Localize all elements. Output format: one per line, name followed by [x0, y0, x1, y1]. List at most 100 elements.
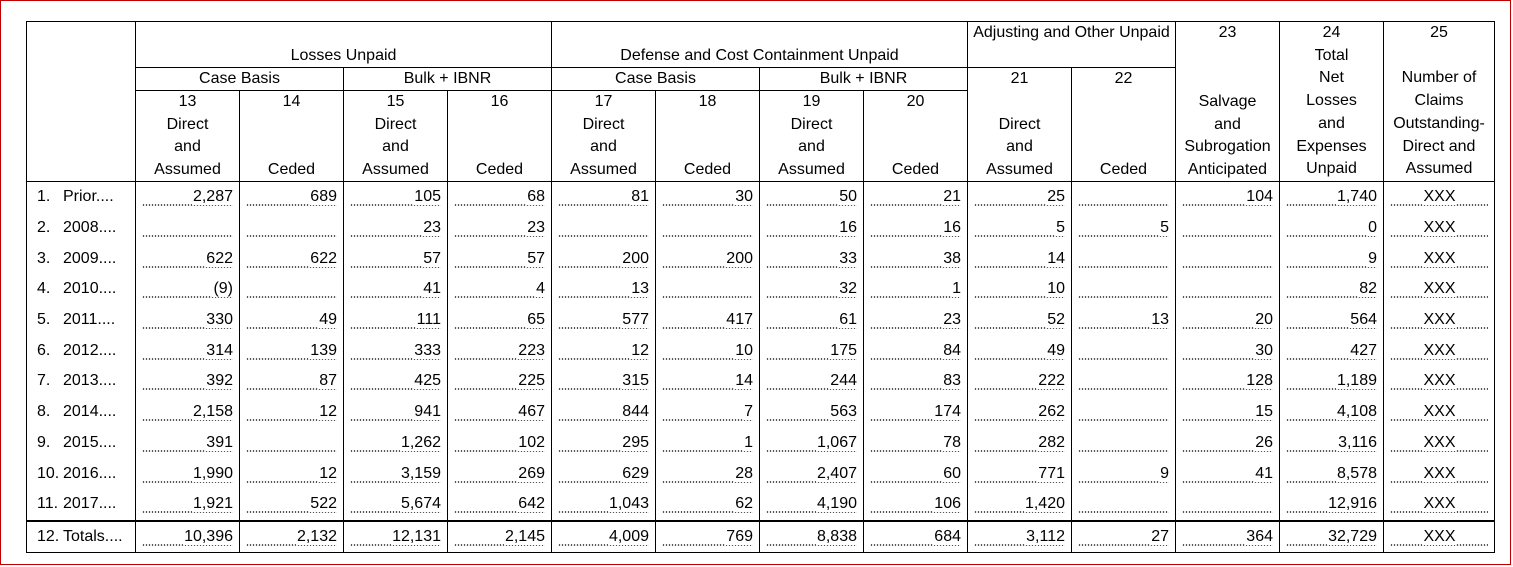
- cell-value: 769: [725, 527, 753, 545]
- table-cell: 10,396: [135, 519, 240, 554]
- table-cell: 771: [967, 458, 1072, 489]
- leader-dots: ....: [97, 311, 116, 329]
- cell-fill: 392: [142, 372, 233, 391]
- cell-fill: 57: [454, 249, 545, 268]
- row-year: 2015: [63, 433, 99, 451]
- table-cell: 417: [655, 304, 760, 336]
- cell-fill: 84: [870, 341, 961, 360]
- cell-fill: XXX: [1390, 403, 1488, 422]
- table-row: 1. Prior.... 2,287 689 105 68 81 30 50 21 25 104 1,7…: [26, 181, 1495, 213]
- table-cell: 1,043: [551, 488, 656, 521]
- cell-value: [1168, 372, 1169, 390]
- row-year: 2012: [63, 341, 99, 359]
- table-cell: [135, 212, 240, 244]
- cell-value: 315: [621, 372, 649, 390]
- col17-header: 17 Direct and Assumed: [551, 90, 656, 182]
- cell-fill: XXX: [1390, 433, 1488, 452]
- row-number: 4.: [37, 280, 51, 298]
- cell-value: 104: [1245, 188, 1273, 206]
- cell-value: 12,131: [391, 527, 441, 545]
- cell-value: 563: [829, 403, 857, 421]
- cell-value: 417: [725, 311, 753, 329]
- table-cell: XXX: [1383, 212, 1495, 244]
- cell-value: 23: [942, 311, 961, 329]
- table-row: 7. 2013.... 392 87 425 225 315 14 244 83 222 128 1,1…: [26, 366, 1495, 397]
- leader-dots: ....: [98, 341, 117, 359]
- table-cell: (9): [135, 274, 240, 305]
- table-cell: [239, 427, 344, 459]
- cell-fill: 9: [1078, 464, 1169, 483]
- cell-fill: 57: [350, 249, 441, 268]
- cell-fill: 622: [246, 249, 337, 268]
- cell-value: XXX: [1422, 341, 1456, 359]
- cell-value: (9): [212, 280, 233, 298]
- cell-value: [336, 433, 337, 451]
- cell-value: [1272, 495, 1273, 513]
- cell-fill: 1,043: [558, 495, 649, 514]
- cell-value: 5: [1159, 219, 1169, 237]
- table-cell: 522: [239, 488, 344, 521]
- row-label: 11. 2017....: [26, 488, 136, 521]
- cell-value: [1272, 219, 1273, 237]
- cell-fill: [1078, 403, 1169, 422]
- table-cell: 12: [239, 396, 344, 428]
- cell-fill: 81: [558, 188, 649, 207]
- cell-value: 7: [743, 403, 753, 421]
- table-cell: 33: [759, 243, 864, 275]
- table-cell: 52: [967, 304, 1072, 336]
- cell-fill: 10: [974, 280, 1065, 299]
- cell-fill: 12: [246, 464, 337, 483]
- table-cell: 225: [447, 366, 552, 397]
- col25-number: 25: [1430, 24, 1448, 41]
- cell-fill: 364: [1182, 527, 1273, 546]
- table-cell: 30: [655, 181, 760, 213]
- cell-fill: 61: [766, 311, 857, 330]
- cell-fill: 13: [558, 280, 649, 299]
- cell-fill: 38: [870, 249, 961, 268]
- cell-value: 128: [1245, 372, 1273, 390]
- row-number: 8.: [37, 403, 51, 421]
- row-number: 3.: [37, 249, 51, 267]
- cell-value: [648, 219, 649, 237]
- cell-value: 4,009: [607, 527, 649, 545]
- cell-value: 684: [933, 527, 961, 545]
- cell-fill: [1182, 219, 1273, 238]
- row-number: 6.: [37, 341, 51, 359]
- table-cell: 41: [1175, 458, 1280, 489]
- col21-number: 21: [967, 67, 1072, 91]
- col14-header: 14 Ceded: [239, 90, 344, 182]
- table-cell: 65: [447, 304, 552, 336]
- cell-fill: 1: [662, 433, 753, 452]
- cell-value: 12: [630, 341, 649, 359]
- cell-value: 522: [309, 495, 337, 513]
- cell-value: 33: [838, 249, 857, 267]
- table-cell: 26: [1175, 427, 1280, 459]
- cell-fill: XXX: [1390, 188, 1488, 207]
- cell-fill: 1,921: [142, 495, 233, 514]
- cell-fill: 30: [1182, 341, 1273, 360]
- cell-value: 262: [1037, 403, 1065, 421]
- cell-fill: [246, 433, 337, 452]
- table-cell: 467: [447, 396, 552, 428]
- table-cell: 32,729: [1279, 519, 1384, 554]
- cell-fill: 941: [350, 403, 441, 422]
- cell-fill: XXX: [1390, 372, 1488, 391]
- table-cell: 425: [343, 366, 448, 397]
- table-cell: 38: [863, 243, 968, 275]
- table-cell: [1071, 396, 1176, 428]
- cell-value: 9: [1367, 249, 1377, 267]
- cell-value: XXX: [1422, 219, 1456, 237]
- totals-row: 12. Totals.... 10,396 2,132 12,131 2,145 4,009…: [26, 519, 1495, 554]
- cell-value: 13: [630, 280, 649, 298]
- row-label: 4. 2010....: [26, 274, 136, 305]
- cell-value: 10,396: [183, 527, 233, 545]
- cell-fill: 222: [974, 372, 1065, 391]
- table-cell: [1071, 488, 1176, 521]
- cell-value: 269: [517, 464, 545, 482]
- cell-fill: XXX: [1390, 527, 1488, 546]
- cell-fill: 12,916: [1286, 495, 1377, 514]
- cell-value: 14: [734, 372, 753, 390]
- table-cell: [655, 274, 760, 305]
- cell-value: XXX: [1422, 249, 1456, 267]
- table-cell: 3,112: [967, 519, 1072, 554]
